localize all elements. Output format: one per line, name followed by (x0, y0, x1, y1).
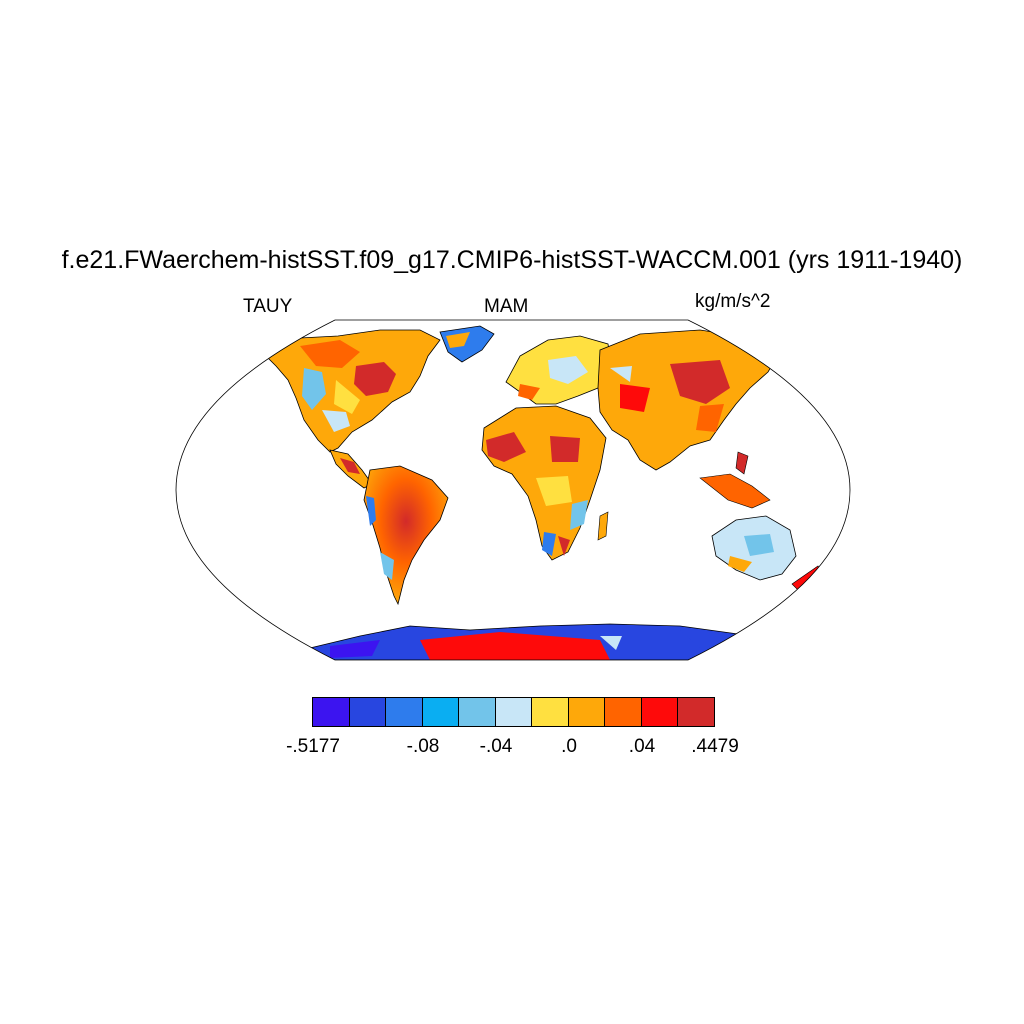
colorbar-label-2: -.04 (479, 736, 513, 757)
colorbar-box-1 (349, 698, 387, 726)
greenland (439, 325, 495, 363)
variable-label: TAUY (243, 296, 293, 317)
colorbar-label-4: .04 (628, 736, 656, 757)
plot-title: f.e21.FWaerchem-histSST.f09_g17.CMIP6-hi… (61, 246, 963, 274)
colorbar-box-0 (313, 698, 350, 726)
colorbar (312, 697, 715, 727)
season-label: MAM (484, 296, 529, 317)
colorbar-label-1: -.08 (406, 736, 440, 757)
colorbar-box-7 (568, 698, 606, 726)
colorbar-label-0: -.5177 (286, 736, 340, 757)
colorbar-box-2 (386, 698, 423, 726)
north-america (261, 329, 441, 453)
maritime-asia (699, 473, 771, 509)
units-label: kg/m/s^2 (695, 291, 771, 312)
colorbar-box-3 (422, 698, 460, 726)
colorbar-box-6 (532, 698, 569, 726)
colorbar-box-9 (641, 698, 679, 726)
map-outline (175, 319, 851, 661)
colorbar-box-8 (605, 698, 642, 726)
colorbar-box-4 (459, 698, 496, 726)
colorbar-box-10 (678, 698, 715, 726)
land-field (261, 325, 823, 660)
south-america (363, 465, 449, 606)
colorbar-label-3: .0 (561, 736, 577, 757)
colorbar-label-5: .4479 (691, 736, 739, 757)
colorbar-box-5 (495, 698, 533, 726)
